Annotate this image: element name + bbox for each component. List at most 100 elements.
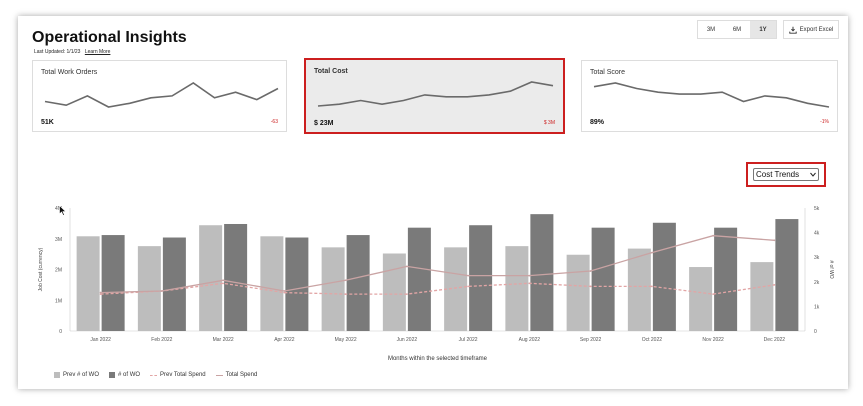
line-total-spend [100,235,775,294]
bar-prev-wo[interactable] [137,246,161,331]
x-tick-label: Jan 2022 [90,337,111,343]
point-total-spend[interactable] [405,265,408,268]
card-total-score[interactable]: Total Score 89% -1% [581,60,838,132]
mouse-pointer-icon [59,205,67,216]
bar-wo[interactable] [162,237,186,331]
bar-prev-wo[interactable] [199,225,223,331]
card-delta: $ 3M [543,120,555,126]
x-tick-label: Sep 2022 [580,337,602,343]
bar-prev-wo[interactable] [689,267,713,331]
bar-wo[interactable] [591,227,615,331]
x-axis-label: Months within the selected timeframe [388,356,488,362]
y-tick-label: 2M [55,268,62,274]
legend-item[interactable]: Prev Total Spend [150,372,206,378]
x-tick-label: Nov 2022 [702,337,724,343]
legend-label: Total Spend [225,372,258,378]
legend-label: Prev # of WO [63,372,100,378]
point-prev-total-spend[interactable] [773,283,776,286]
bar-prev-wo[interactable] [750,262,774,331]
bar-prev-wo[interactable] [566,254,590,331]
range-6m-button[interactable]: 6M [732,26,742,33]
point-prev-total-spend[interactable] [589,285,592,288]
bar-prev-wo[interactable] [76,236,100,331]
bar-prev-wo[interactable] [382,253,406,331]
download-icon [788,26,797,34]
x-tick-label: Jun 2022 [397,337,418,343]
bar-wo[interactable] [652,222,676,331]
point-prev-total-spend[interactable] [528,282,531,285]
legend-item[interactable]: # of WO [109,372,140,378]
point-total-spend[interactable] [650,251,653,254]
legend-label: # of WO [118,372,141,378]
chevron-down-icon [810,172,816,177]
bar-wo[interactable] [775,219,799,331]
card-title: Total Work Orders [41,69,98,76]
metric-select-value: Cost Trends [756,170,800,179]
x-tick-label: Dec 2022 [764,337,786,343]
card-value: 89% [590,119,605,126]
bar-wo[interactable] [346,235,370,331]
range-1y-button[interactable]: 1Y [750,21,776,38]
line-prev-total-spend [100,282,775,295]
point-total-spend[interactable] [712,234,715,237]
bar-wo[interactable] [285,237,309,331]
y-tick-label: 1M [55,298,62,304]
point-total-spend[interactable] [222,279,225,282]
legend-item[interactable]: Total Spend [215,372,258,378]
bar-wo[interactable] [407,227,431,331]
export-excel-label: Export Excel [799,26,834,33]
bar-wo[interactable] [224,223,248,331]
point-prev-total-spend[interactable] [712,293,715,295]
point-total-spend[interactable] [344,279,347,282]
point-total-spend[interactable] [589,270,592,272]
legend-swatch [215,374,223,376]
sparkline [317,81,554,107]
bar-wo[interactable] [101,235,125,331]
point-prev-total-spend[interactable] [650,285,653,288]
point-total-spend[interactable] [99,291,102,294]
bar-prev-wo[interactable] [321,247,345,331]
sparkline-path [593,82,830,108]
point-total-spend[interactable] [528,274,531,277]
card-total-work-orders[interactable]: Total Work Orders 51K -63 [32,60,287,132]
sparkline [593,82,830,108]
point-total-spend[interactable] [773,239,776,242]
bar-wo[interactable] [469,225,493,331]
card-value: $ 23M [314,120,334,127]
point-prev-total-spend[interactable] [222,282,225,285]
point-prev-total-spend[interactable] [405,293,408,295]
bar-prev-wo[interactable] [444,247,468,331]
legend-item[interactable]: Prev # of WO [54,372,99,378]
bar-prev-wo[interactable] [260,236,284,331]
range-3m-button[interactable]: 3M [706,26,716,33]
sparkline-path [44,82,279,108]
chart-legend: Prev # of WO # of WO Prev Total Spend To… [54,372,257,378]
legend-swatch [109,372,116,378]
y2-tick-label: 1k [814,304,820,310]
bar-wo[interactable] [714,227,738,331]
point-prev-total-spend[interactable] [99,293,102,295]
y-tick-label: 0 [59,329,62,335]
export-excel-button[interactable]: Export Excel [783,20,839,39]
point-total-spend[interactable] [283,290,286,292]
metric-select[interactable]: Cost Trends [753,168,819,181]
x-tick-label: Mar 2022 [213,337,234,343]
point-prev-total-spend[interactable] [344,293,347,295]
point-total-spend[interactable] [467,274,470,277]
bar-wo[interactable] [530,214,554,331]
time-range-toggle: 3M 6M 1Y [697,20,777,39]
point-prev-total-spend[interactable] [467,285,470,288]
y2-tick-label: 4k [814,231,820,237]
card-total-cost[interactable]: Total Cost $ 23M $ 3M [304,58,565,134]
learn-more-link[interactable]: Learn More [84,49,111,55]
x-tick-label: Jul 2022 [459,337,478,343]
y2-axis-label: # of WO [828,260,834,278]
bar-prev-wo[interactable] [627,248,651,331]
last-updated-text: Last Updated: 1/1/23 [34,49,81,55]
point-total-spend[interactable] [160,290,163,292]
card-title: Total Score [590,69,626,76]
bar-prev-wo[interactable] [505,246,529,331]
point-prev-total-spend[interactable] [283,291,286,294]
legend-label: Prev Total Spend [160,372,206,378]
